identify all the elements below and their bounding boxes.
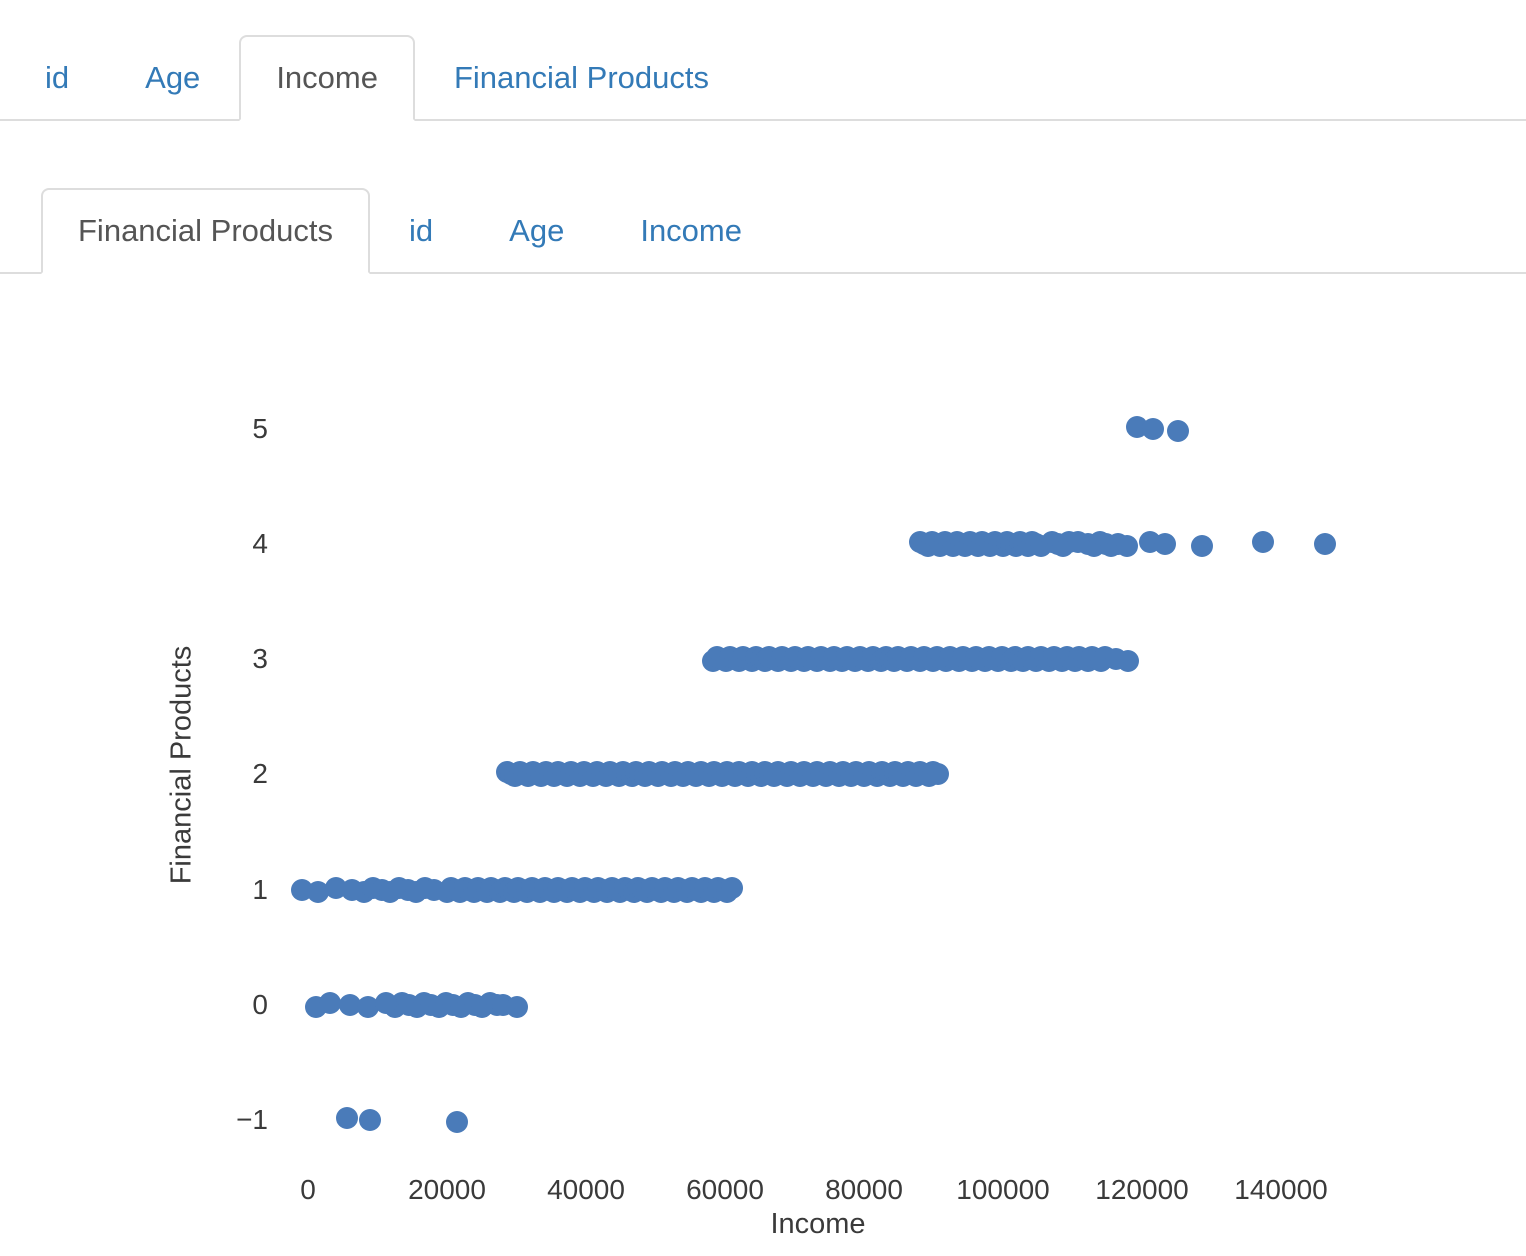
x-variable-tabs: id Age Income Financial Products xyxy=(0,31,1526,121)
y-variable-tab-list: Financial Products id Age Income xyxy=(41,183,1526,274)
tab-financial-products[interactable]: Financial Products xyxy=(41,188,371,274)
y-tick-label: 5 xyxy=(252,412,268,444)
scatter-point xyxy=(926,763,949,786)
x-tick-label: 140000 xyxy=(1234,1174,1328,1205)
x-variable-tab-list: id Age Income Financial Products xyxy=(8,31,1526,121)
y-tick-label: 4 xyxy=(252,527,268,559)
x-tick-label: 20000 xyxy=(408,1174,486,1205)
scatter-point xyxy=(340,878,363,901)
tab-financial-products-link[interactable]: Financial Products xyxy=(41,188,371,274)
tab-age-link[interactable]: Age xyxy=(145,60,201,95)
scatter-point xyxy=(1153,532,1176,555)
y-tick-label: −1 xyxy=(236,1104,268,1136)
x-axis-title: Income xyxy=(770,1208,866,1240)
y-tick-label: 3 xyxy=(252,643,268,675)
scatter-point xyxy=(1117,650,1140,673)
y-tick-label: 2 xyxy=(252,758,268,790)
tab-income[interactable]: Income xyxy=(239,35,415,121)
scatter-point xyxy=(335,1107,358,1130)
scatter-point xyxy=(1116,534,1139,557)
tab-financial-products-link[interactable]: Financial Products xyxy=(453,60,709,95)
scatter-point xyxy=(1251,530,1274,553)
tab-income[interactable]: Income xyxy=(603,188,779,274)
tab-age-link[interactable]: Age xyxy=(509,213,565,248)
scatter-point xyxy=(1142,417,1165,440)
x-tick-label: 40000 xyxy=(547,1174,625,1205)
tab-id[interactable]: id xyxy=(8,35,106,121)
tab-age[interactable]: Age xyxy=(108,35,237,121)
scatter-point xyxy=(1190,534,1213,557)
scatter-point xyxy=(1167,419,1190,442)
x-tick-label: 0 xyxy=(300,1174,316,1205)
tab-age[interactable]: Age xyxy=(472,188,601,274)
scatter-point xyxy=(1067,530,1090,553)
tab-id-link[interactable]: id xyxy=(409,213,434,248)
scatter-point xyxy=(445,1111,468,1134)
tab-id-link[interactable]: id xyxy=(45,60,70,95)
y-variable-tabs: Financial Products id Age Income xyxy=(0,183,1526,274)
scatter-point xyxy=(505,996,528,1018)
x-tick-label: 120000 xyxy=(1095,1174,1189,1205)
scatter-point xyxy=(338,994,361,1016)
tab-financial-products[interactable]: Financial Products xyxy=(417,35,746,121)
scatter-point xyxy=(358,1109,381,1132)
tab-id[interactable]: id xyxy=(372,188,470,274)
x-tick-label: 100000 xyxy=(956,1174,1050,1205)
y-tick-label: 0 xyxy=(252,989,268,1020)
scatter-point xyxy=(306,880,329,903)
scatter-point xyxy=(1313,532,1336,555)
x-tick-label: 80000 xyxy=(825,1174,903,1205)
scatter-point xyxy=(720,876,743,899)
tab-income-link[interactable]: Income xyxy=(239,35,415,121)
y-tick-label: 1 xyxy=(252,873,268,905)
scatter-point xyxy=(374,992,397,1014)
x-tick-label: 60000 xyxy=(686,1174,764,1205)
scatter-point xyxy=(356,996,379,1018)
scatter-point xyxy=(319,992,342,1014)
tab-income-link[interactable]: Income xyxy=(640,213,742,248)
